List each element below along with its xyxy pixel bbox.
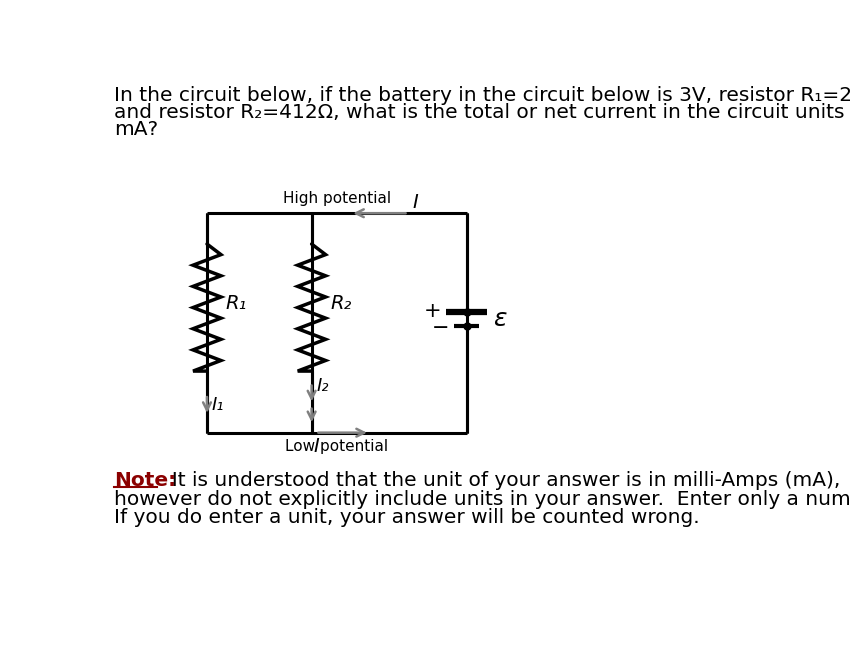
Text: R₂: R₂ [330, 294, 352, 313]
Text: I₁: I₁ [212, 396, 224, 414]
Text: If you do enter a unit, your answer will be counted wrong.: If you do enter a unit, your answer will… [114, 508, 700, 527]
Text: R₁: R₁ [225, 294, 247, 313]
Text: Low potential: Low potential [286, 439, 388, 454]
Text: however do not explicitly include units in your answer.  Enter only a number.: however do not explicitly include units … [114, 490, 850, 509]
Text: Note:: Note: [114, 471, 176, 490]
Text: ε: ε [493, 307, 507, 331]
Text: High potential: High potential [283, 190, 391, 205]
Text: +: + [424, 301, 442, 320]
Text: It is understood that the unit of your answer is in milli-Amps (mA),: It is understood that the unit of your a… [159, 471, 841, 490]
Text: mA?: mA? [114, 120, 158, 139]
Text: I: I [313, 436, 319, 456]
Text: In the circuit below, if the battery in the circuit below is 3V, resistor R₁=277: In the circuit below, if the battery in … [114, 86, 850, 105]
Text: I₂: I₂ [316, 377, 329, 396]
Text: and resistor R₂=412Ω, what is the total or net current in the circuit units of: and resistor R₂=412Ω, what is the total … [114, 103, 850, 122]
Text: −: − [432, 318, 450, 337]
Text: I: I [412, 193, 418, 212]
